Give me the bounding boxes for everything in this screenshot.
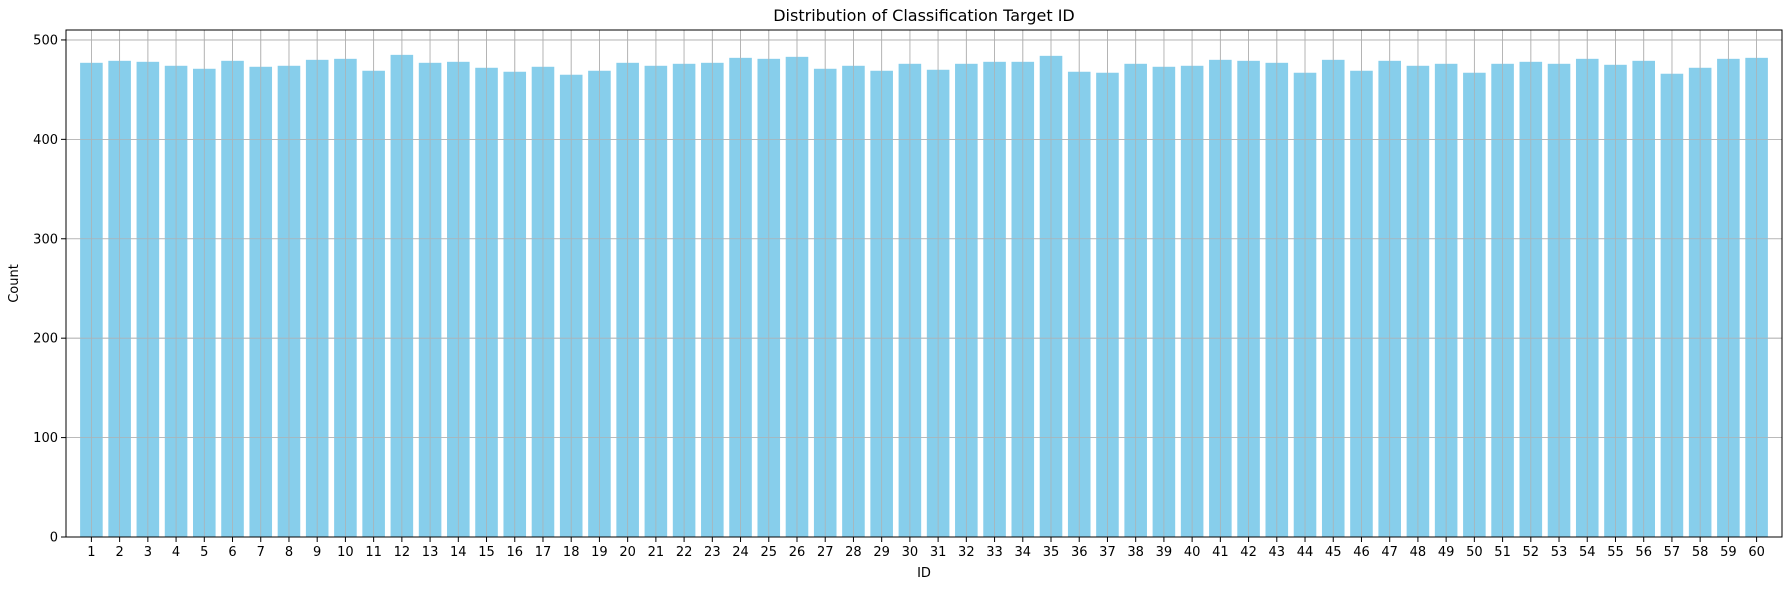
x-tick-label: 13 <box>422 545 439 560</box>
x-tick-label: 23 <box>704 545 721 560</box>
x-tick-label: 52 <box>1523 545 1540 560</box>
x-tick-label: 29 <box>873 545 890 560</box>
x-tick-label: 48 <box>1410 545 1427 560</box>
x-tick-label: 35 <box>1043 545 1060 560</box>
x-tick-label: 6 <box>228 545 236 560</box>
y-tick-label: 100 <box>33 431 58 446</box>
plot-frame <box>65 29 1783 538</box>
x-tick-label: 50 <box>1466 545 1483 560</box>
x-tick-label: 22 <box>676 545 693 560</box>
x-tick-label: 31 <box>930 545 947 560</box>
x-tick-label: 59 <box>1720 545 1737 560</box>
x-tick-label: 57 <box>1664 545 1681 560</box>
x-tick-label: 33 <box>986 545 1003 560</box>
x-tick-label: 11 <box>365 545 382 560</box>
x-tick-label: 34 <box>1015 545 1032 560</box>
x-tick-label: 7 <box>257 545 265 560</box>
x-tick-label: 20 <box>619 545 636 560</box>
x-tick-label: 1 <box>87 545 95 560</box>
x-tick-label: 42 <box>1240 545 1257 560</box>
y-tick-label: 200 <box>33 332 58 347</box>
x-tick-label: 40 <box>1184 545 1201 560</box>
x-axis-label: ID <box>917 566 931 581</box>
x-tick-label: 55 <box>1607 545 1624 560</box>
x-tick-label: 2 <box>115 545 123 560</box>
y-tick-label: 0 <box>50 531 58 546</box>
x-tick-label: 8 <box>285 545 293 560</box>
x-tick-label: 58 <box>1692 545 1709 560</box>
y-tick-label: 500 <box>33 33 58 48</box>
x-tick-label: 39 <box>1156 545 1173 560</box>
x-tick-label: 51 <box>1494 545 1511 560</box>
x-tick-label: 45 <box>1325 545 1342 560</box>
x-tick-label: 44 <box>1297 545 1314 560</box>
x-tick-label: 60 <box>1748 545 1765 560</box>
gridlines-overlay <box>66 30 1782 538</box>
y-tick-label: 300 <box>33 232 58 247</box>
chart-title: Distribution of Classification Target ID <box>773 6 1075 25</box>
x-tick-label: 38 <box>1127 545 1144 560</box>
x-tick-label: 56 <box>1635 545 1652 560</box>
x-tick-label: 19 <box>591 545 608 560</box>
x-tick-label: 14 <box>450 545 467 560</box>
x-tick-label: 27 <box>817 545 834 560</box>
x-tick-label: 26 <box>789 545 806 560</box>
x-tick-label: 30 <box>902 545 919 560</box>
x-tick-label: 54 <box>1579 545 1596 560</box>
x-tick-label: 24 <box>732 545 749 560</box>
x-tick-label: 43 <box>1269 545 1286 560</box>
x-tick-label: 41 <box>1212 545 1229 560</box>
x-tick-label: 37 <box>1099 545 1116 560</box>
x-tick-label: 18 <box>563 545 580 560</box>
x-tick-label: 47 <box>1381 545 1398 560</box>
x-tick-label: 21 <box>648 545 665 560</box>
x-tick-label: 25 <box>760 545 777 560</box>
x-tick-label: 4 <box>172 545 180 560</box>
x-tick-label: 49 <box>1438 545 1455 560</box>
bars <box>80 54 1768 538</box>
x-tick-label: 46 <box>1353 545 1370 560</box>
y-tick-label: 400 <box>33 133 58 148</box>
x-tick-label: 17 <box>535 545 552 560</box>
x-tick-label: 28 <box>845 545 862 560</box>
x-tick-label: 5 <box>200 545 208 560</box>
x-tick-label: 10 <box>337 545 354 560</box>
x-tick-label: 36 <box>1071 545 1088 560</box>
x-tick-label: 32 <box>958 545 975 560</box>
x-tick-label: 16 <box>506 545 523 560</box>
x-tick-label: 3 <box>144 545 152 560</box>
x-tick-label: 9 <box>313 545 321 560</box>
x-tick-label: 12 <box>394 545 411 560</box>
y-axis-label: Count <box>7 264 22 303</box>
x-tick-label: 15 <box>478 545 495 560</box>
x-tick-label: 53 <box>1551 545 1568 560</box>
